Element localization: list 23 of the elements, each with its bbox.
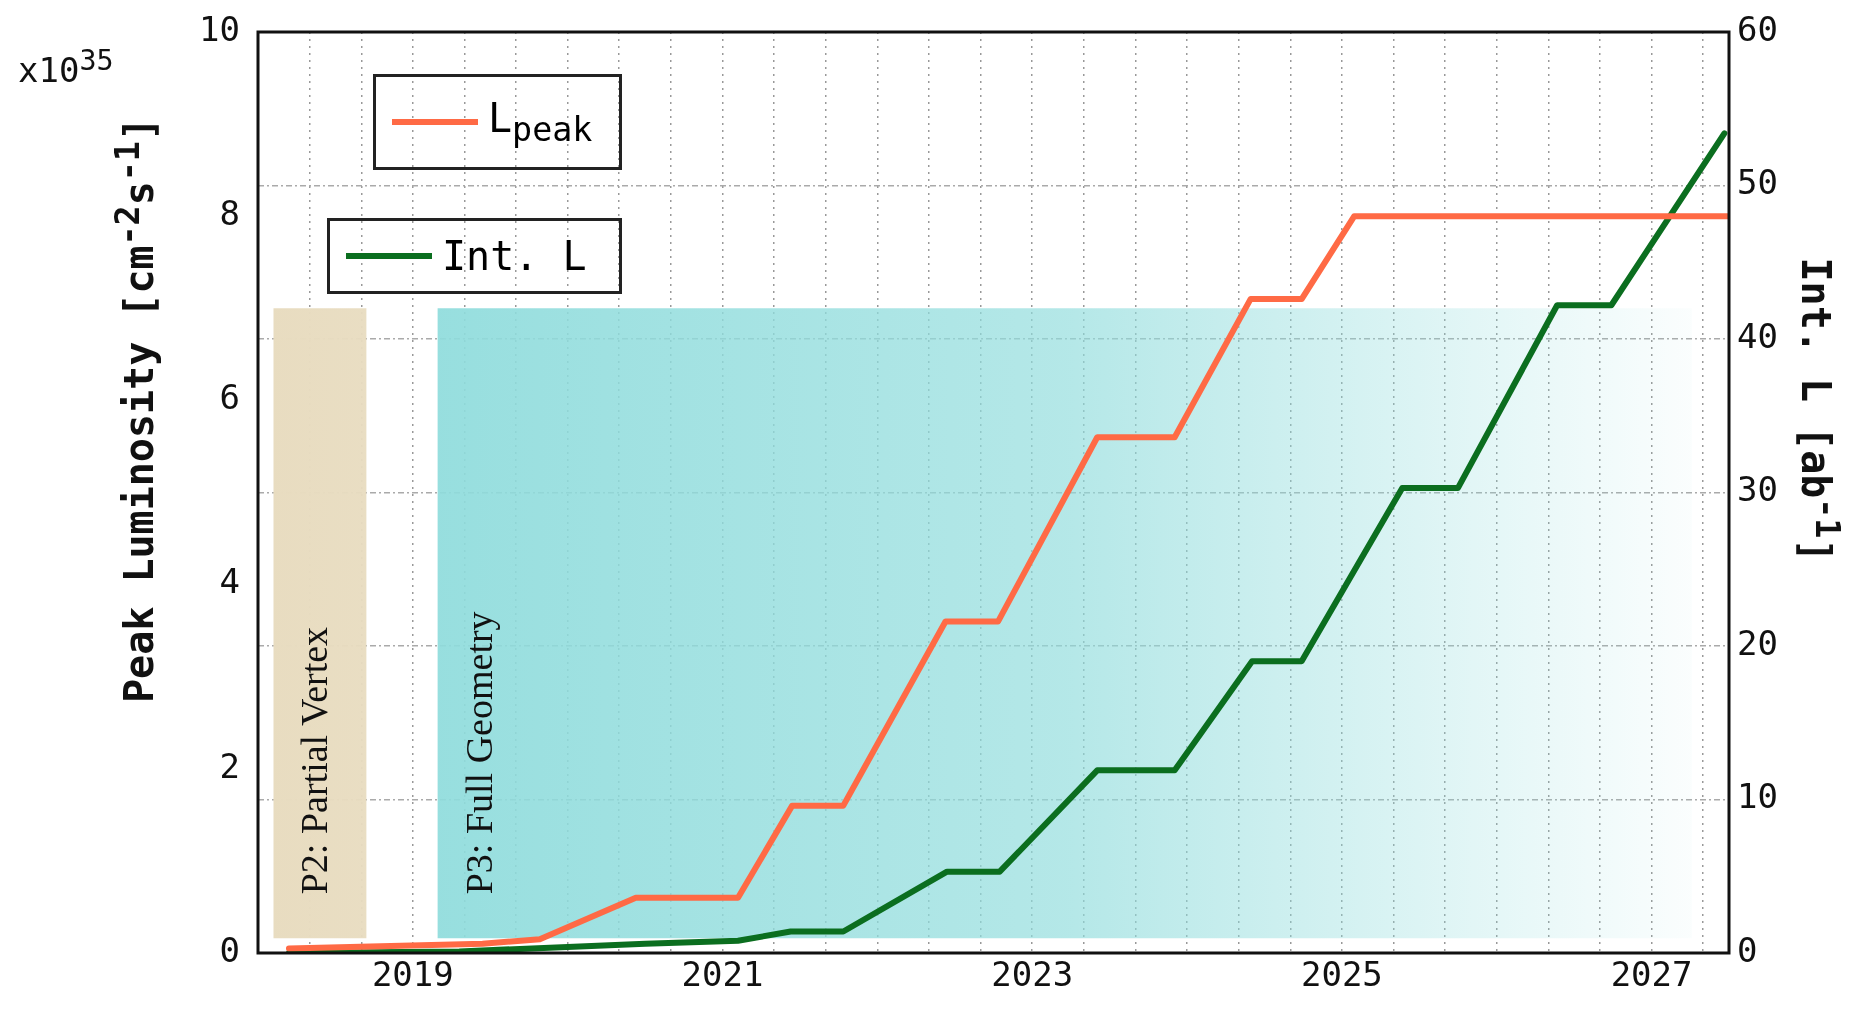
x-tick-label: 2023	[991, 954, 1074, 995]
y2-tick-label: 50	[1737, 162, 1778, 203]
band-label: P2: Partial Vertex	[293, 626, 336, 895]
x-tick-label: 2019	[371, 954, 454, 995]
x-tick-label: 2025	[1300, 954, 1383, 995]
legend-label: Int. L	[442, 233, 587, 279]
text: x10$^{35}$	[18, 44, 114, 91]
y2-tick-label: 40	[1737, 315, 1778, 356]
y-tick-label: 6	[219, 377, 240, 418]
y-tick-label: 8	[219, 193, 240, 234]
legend-label: L$_{peak}$	[488, 95, 593, 149]
y-tick-label: 0	[219, 929, 240, 970]
y2-tick-label: 30	[1737, 469, 1778, 510]
x-tick-label: 2021	[681, 954, 764, 995]
y2-tick-label: 60	[1737, 8, 1778, 49]
x-tick-label: 2027	[1610, 954, 1693, 995]
band-label: P3: Full Geometry	[457, 611, 500, 895]
y-tick-label: 10	[199, 8, 240, 49]
y-tick-label: 4	[219, 561, 240, 602]
y2-tick-label: 10	[1737, 776, 1778, 817]
y-tick-label: 2	[219, 745, 240, 786]
y2-tick-label: 0	[1737, 929, 1758, 970]
y2-tick-label: 20	[1737, 622, 1778, 663]
